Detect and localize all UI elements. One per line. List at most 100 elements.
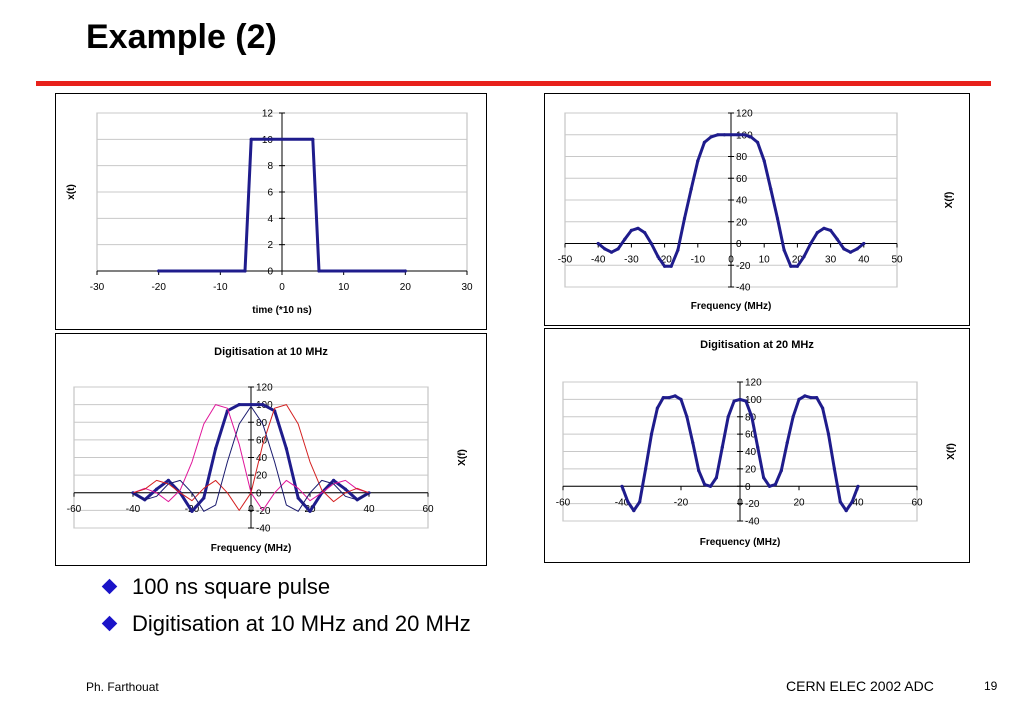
x-tick-label: 10: [338, 282, 350, 293]
y-tick-label: -20: [256, 506, 271, 517]
diamond-bullet-icon: [101, 578, 118, 595]
data-point: [632, 509, 636, 513]
data-point: [691, 441, 695, 445]
data-point: [802, 255, 806, 259]
y-tick-label: 60: [256, 435, 268, 446]
data-point: [862, 241, 866, 246]
y-axis-label: X(f): [457, 449, 468, 466]
data-point: [750, 415, 754, 419]
data-point: [332, 478, 336, 482]
data-point: [822, 226, 826, 230]
x-tick-label: 10: [759, 255, 771, 266]
data-point: [848, 250, 853, 254]
data-point: [826, 432, 831, 436]
data-point: [773, 482, 777, 487]
data-point: [791, 415, 795, 419]
data-point: [261, 403, 265, 407]
data-point: [669, 264, 673, 268]
y-tick-label: 0: [736, 239, 742, 250]
y-tick-label: -20: [745, 499, 760, 510]
y-tick-label: 2: [267, 240, 273, 251]
y-tick-label: 120: [745, 378, 762, 389]
data-point: [803, 394, 807, 398]
data-point: [649, 432, 654, 436]
data-point: [655, 406, 659, 410]
data-point: [744, 399, 748, 403]
y-tick-label: -40: [736, 283, 751, 294]
data-point: [202, 496, 206, 500]
data-point: [742, 133, 746, 137]
y-tick-label: 120: [256, 383, 273, 394]
data-point: [620, 484, 624, 488]
x-tick-label: 40: [852, 497, 864, 508]
data-point: [702, 140, 706, 144]
y-tick-label: 60: [745, 430, 757, 441]
data-point: [815, 231, 819, 235]
x-tick-label: 20: [793, 497, 805, 508]
data-point: [856, 484, 860, 488]
data-point: [157, 269, 161, 273]
x-tick-label: -10: [691, 255, 706, 266]
data-point: [738, 397, 742, 401]
y-tick-label: 40: [745, 447, 757, 458]
data-point: [155, 487, 159, 491]
data-point: [855, 247, 859, 251]
y-tick-label: 8: [267, 161, 273, 172]
data-point: [249, 403, 253, 407]
y-tick-label: -20: [736, 261, 751, 272]
data-point: [643, 231, 647, 235]
data-point: [809, 241, 813, 246]
data-point: [649, 241, 653, 246]
diamond-bullet-icon: [101, 615, 118, 632]
chart-digitisation-10mhz: Digitisation at 10 MHz-40-20020406080100…: [67, 346, 468, 554]
data-point: [638, 500, 642, 504]
x-tick-label: 30: [825, 255, 837, 266]
x-tick-label: 60: [911, 497, 923, 508]
x-tick-label: -40: [615, 497, 630, 508]
data-point: [749, 135, 753, 139]
data-point: [284, 447, 288, 451]
data-point: [661, 396, 665, 400]
x-tick-label: 20: [400, 282, 412, 293]
y-axis-label: x(t): [66, 184, 77, 200]
footer-event: CERN ELEC 2002 ADC: [786, 678, 934, 694]
data-point: [729, 133, 733, 137]
x-tick-label: -30: [90, 282, 105, 293]
data-point: [656, 255, 660, 259]
data-point: [296, 496, 300, 500]
data-point: [775, 216, 780, 221]
data-point: [708, 484, 713, 488]
data-point: [815, 396, 819, 400]
data-point: [767, 484, 772, 488]
x-axis-label: time (*10 ns): [252, 305, 311, 316]
data-point: [703, 482, 707, 487]
data-point: [676, 248, 680, 252]
data-point: [714, 476, 718, 480]
y-tick-label: 100: [745, 395, 762, 406]
x-tick-label: 20: [792, 255, 804, 266]
y-axis-label: X(f): [946, 443, 957, 460]
y-tick-label: 0: [256, 488, 262, 499]
data-point: [829, 228, 833, 232]
data-point: [785, 441, 789, 445]
x-tick-label: -20: [674, 497, 689, 508]
data-point: [697, 469, 701, 473]
y-tick-label: -40: [256, 524, 271, 535]
data-point: [679, 397, 683, 401]
data-point: [190, 509, 194, 513]
data-point: [762, 476, 766, 480]
bullet-list: 100 ns square pulse Digitisation at 10 M…: [100, 568, 471, 642]
x-tick-label: 50: [891, 255, 903, 266]
bullet-item: Digitisation at 10 MHz and 20 MHz: [100, 605, 471, 642]
y-tick-label: 20: [736, 217, 748, 228]
y-tick-label: 6: [267, 188, 273, 199]
bullet-text: 100 ns square pulse: [132, 573, 331, 599]
y-tick-label: 0: [267, 267, 273, 278]
y-tick-label: 60: [736, 174, 748, 185]
data-point: [596, 241, 600, 246]
page-number: 19: [984, 679, 998, 693]
x-tick-label: 0: [728, 255, 734, 266]
y-tick-label: 20: [256, 471, 268, 482]
slide-title: Example (2): [86, 18, 277, 56]
